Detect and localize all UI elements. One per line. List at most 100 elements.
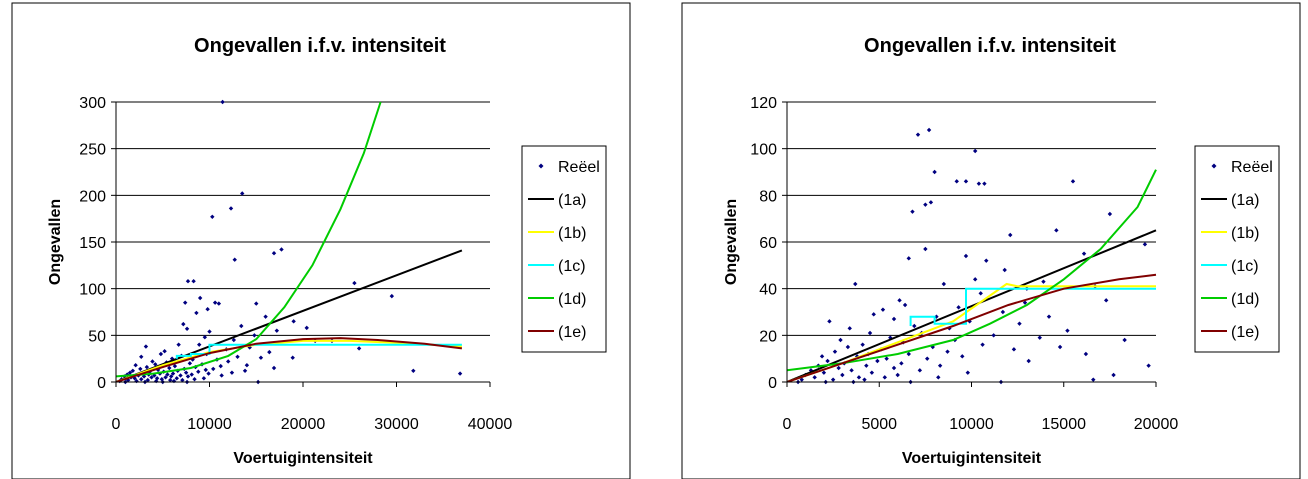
data-point — [1083, 351, 1089, 357]
series-line-3 — [175, 343, 462, 359]
data-point — [144, 364, 150, 370]
legend-marker — [538, 163, 544, 169]
data-point — [923, 246, 928, 252]
data-point — [930, 344, 935, 350]
data-point — [891, 316, 897, 322]
data-point — [271, 365, 277, 371]
data-point — [207, 329, 212, 334]
data-point — [1070, 179, 1076, 184]
data-point — [158, 351, 164, 357]
data-point — [168, 377, 173, 383]
x-tick-label: 0 — [112, 416, 121, 433]
y-tick-label: 80 — [759, 188, 777, 205]
data-point — [915, 132, 921, 137]
data-point — [263, 314, 268, 319]
x-tick-label: 10000 — [949, 416, 994, 433]
series-line-1 — [787, 229, 1157, 382]
chart-left: Ongevallen i.f.v. intensiteit 0 50 100 150 20… — [11, 2, 631, 479]
data-point — [232, 257, 237, 262]
legend-box — [1194, 145, 1280, 353]
data-point — [1146, 363, 1151, 368]
data-point — [356, 346, 362, 351]
data-point — [138, 366, 143, 372]
x-tick-label: 40000 — [468, 416, 513, 433]
data-point — [239, 323, 244, 329]
legend-label: (1b) — [1231, 225, 1259, 242]
y-tick-label: 250 — [79, 142, 106, 159]
legend-label: Reëel — [1231, 159, 1273, 176]
legend-label: (1b) — [558, 225, 586, 242]
data-point — [1037, 335, 1042, 340]
data-point — [991, 333, 996, 338]
data-point — [218, 363, 223, 369]
y-tick-label: 150 — [79, 235, 106, 252]
series-line-1 — [116, 249, 463, 382]
data-point — [172, 363, 178, 369]
data-point — [1122, 337, 1127, 343]
data-point — [127, 370, 133, 375]
data-point — [1054, 228, 1059, 233]
data-point — [1017, 321, 1022, 326]
data-point — [845, 344, 851, 350]
data-point — [862, 377, 867, 382]
data-point — [203, 367, 208, 373]
series-line-4 — [787, 169, 1157, 372]
y-tick-label: 100 — [750, 142, 777, 159]
data-point — [254, 301, 259, 306]
data-point — [274, 328, 280, 333]
x-tick-label: 20000 — [281, 416, 326, 433]
data-point — [192, 377, 197, 382]
x-tick-label: 5000 — [861, 416, 897, 433]
series-line — [116, 101, 382, 378]
data-point — [244, 363, 250, 368]
legend-label: Reëel — [558, 159, 600, 176]
x-tick-label: 0 — [783, 416, 792, 433]
data-point — [972, 148, 978, 154]
data-point — [143, 344, 149, 349]
data-point — [267, 349, 272, 355]
data-point — [219, 373, 224, 378]
data-point — [185, 279, 191, 284]
data-point — [194, 310, 199, 316]
data-point — [228, 206, 234, 211]
data-point — [162, 349, 167, 354]
data-point — [185, 374, 191, 379]
data-point — [304, 325, 309, 331]
legend-label: (1c) — [558, 258, 586, 275]
series-line-2 — [116, 339, 462, 382]
data-point — [212, 300, 218, 305]
series-line — [909, 287, 1156, 326]
y-tick-label: 100 — [79, 282, 106, 299]
data-point — [291, 319, 296, 324]
data-point — [954, 179, 959, 184]
data-point — [150, 359, 155, 364]
data-point — [187, 361, 193, 366]
data-point — [252, 333, 257, 338]
data-point — [176, 342, 181, 347]
data-point — [978, 291, 983, 296]
data-point — [906, 351, 911, 357]
y-tick-label: 200 — [79, 188, 106, 205]
data-point — [960, 354, 965, 359]
y-tick-label: 0 — [768, 375, 777, 392]
data-point — [139, 377, 144, 382]
data-point — [945, 349, 950, 354]
data-point — [183, 370, 189, 375]
data-point — [271, 251, 277, 256]
data-point — [830, 377, 836, 382]
data-point — [290, 355, 295, 360]
series-line — [175, 343, 462, 359]
data-point — [202, 335, 208, 340]
series-line — [787, 273, 1157, 382]
x-tick-label: 15000 — [1042, 416, 1087, 433]
series-line — [116, 249, 463, 382]
data-point — [189, 372, 194, 377]
legend-label: (1a) — [1231, 192, 1259, 209]
legend-label: (1c) — [1231, 258, 1259, 275]
data-point — [389, 293, 395, 299]
y-tick-label: 120 — [750, 95, 777, 112]
data-point — [932, 169, 937, 175]
data-point — [174, 376, 179, 381]
data-point — [168, 374, 174, 379]
series-line — [787, 169, 1157, 372]
